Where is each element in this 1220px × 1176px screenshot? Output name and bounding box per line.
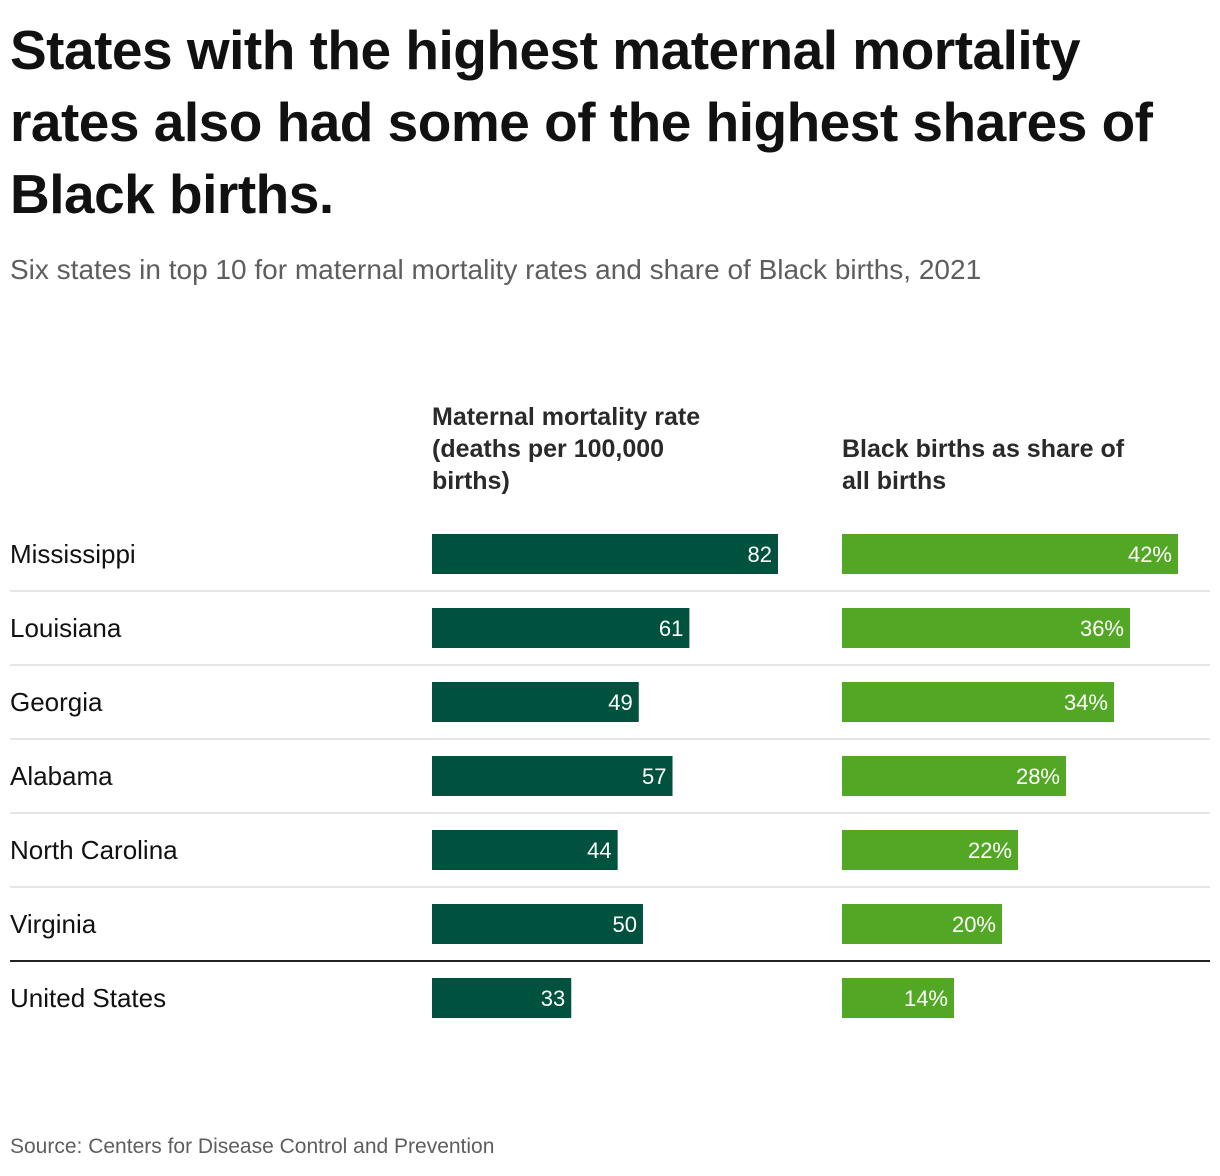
births-value-label: 34% bbox=[1064, 690, 1108, 715]
mortality-bar bbox=[432, 608, 690, 648]
bar-chart: Maternal mortality rate (deaths per 100,0… bbox=[10, 403, 1210, 1018]
mortality-bar bbox=[432, 904, 643, 944]
births-value-label: 28% bbox=[1016, 764, 1060, 789]
births-value-label: 14% bbox=[904, 986, 948, 1011]
mortality-value-label: 57 bbox=[642, 764, 666, 789]
mortality-value-label: 49 bbox=[608, 690, 632, 715]
mortality-header-line: births) bbox=[432, 467, 510, 495]
mortality-value-label: 33 bbox=[541, 986, 565, 1011]
births-bar bbox=[842, 978, 954, 1018]
row-label: North Carolina bbox=[10, 835, 178, 865]
births-bar bbox=[842, 608, 1130, 648]
row-label: Mississippi bbox=[10, 539, 136, 569]
mortality-header-line: Maternal mortality rate bbox=[432, 403, 700, 431]
births-bar bbox=[842, 756, 1066, 796]
row-label: United States bbox=[10, 983, 166, 1013]
mortality-bar bbox=[432, 756, 673, 796]
mortality-bar bbox=[432, 534, 778, 574]
births-value-label: 36% bbox=[1080, 616, 1124, 641]
chart-subtitle: Six states in top 10 for maternal mortal… bbox=[10, 254, 982, 285]
mortality-bar bbox=[432, 978, 572, 1018]
mortality-value-label: 50 bbox=[612, 912, 636, 937]
births-header-line: all births bbox=[842, 467, 946, 495]
mortality-value-label: 82 bbox=[748, 542, 772, 567]
mortality-bar bbox=[432, 682, 639, 722]
births-bar bbox=[842, 830, 1018, 870]
chart-title: States with the highest maternal mortali… bbox=[10, 19, 1153, 225]
births-value-label: 20% bbox=[952, 912, 996, 937]
row-label: Alabama bbox=[10, 761, 113, 791]
row-label: Georgia bbox=[10, 687, 103, 717]
row-label: Louisiana bbox=[10, 613, 122, 643]
mortality-header-line: (deaths per 100,000 bbox=[432, 435, 664, 463]
births-value-label: 42% bbox=[1128, 542, 1172, 567]
row-label: Virginia bbox=[10, 909, 97, 939]
mortality-value-label: 44 bbox=[587, 838, 611, 863]
births-bar bbox=[842, 904, 1002, 944]
source-note: Source: Centers for Disease Control and … bbox=[10, 1135, 495, 1158]
births-value-label: 22% bbox=[968, 838, 1012, 863]
births-bar bbox=[842, 534, 1178, 574]
mortality-bar bbox=[432, 830, 618, 870]
births-bar bbox=[842, 682, 1114, 722]
births-header-line: Black births as share of bbox=[842, 435, 1125, 463]
mortality-value-label: 61 bbox=[659, 616, 683, 641]
